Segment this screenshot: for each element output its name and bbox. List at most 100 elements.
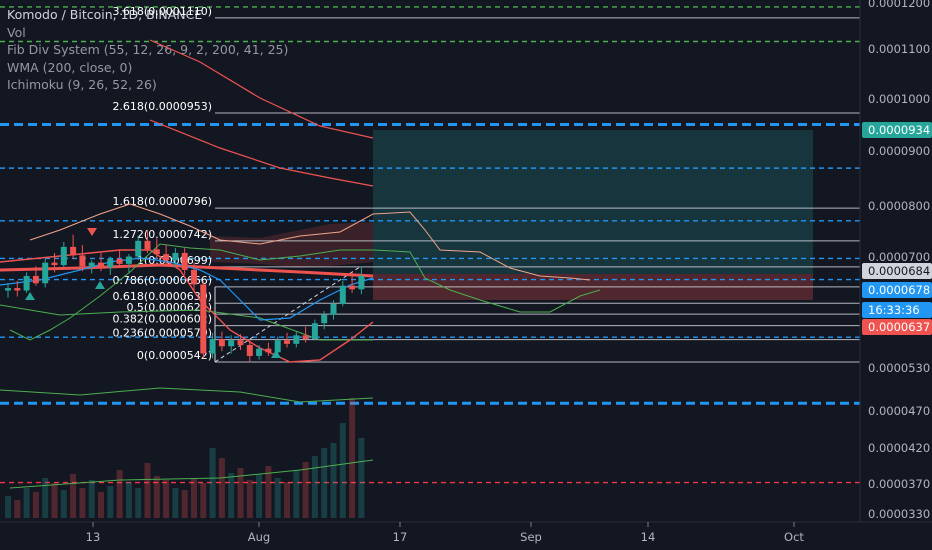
candle-body [358,275,365,290]
indicator-ichimoku[interactable]: Ichimoku (9, 26, 52, 26) [7,77,157,92]
upper-band-2 [149,119,374,187]
candle-body [116,259,123,264]
y-tick-label: 0.0000370 [868,477,930,491]
price-tag-label: 0.0000934 [868,123,930,137]
candle-body [23,275,30,291]
volume-bar [135,488,142,518]
fib-level-label: 0(0.0000542) [137,349,212,362]
indicator-wma[interactable]: WMA (200, close, 0) [7,59,133,75]
volume-bar [330,443,337,518]
volume-bar [98,492,104,518]
candle-body [98,262,104,268]
price-tag [862,302,932,318]
volume-bar [321,448,328,518]
volume-bar [144,463,151,518]
volume-bar [32,492,39,518]
candle-body [237,340,244,346]
volume-bar [209,448,216,518]
volume-bar [237,468,244,518]
x-tick-label: Aug [248,530,270,544]
candle-body [181,252,188,270]
y-tick-label: 0.0000330 [868,507,930,521]
buy-signal-icon [95,281,105,289]
candle-body [32,275,39,284]
volume-bar [228,473,235,518]
indicator-fib-div-system[interactable]: Fib Div System (55, 12, 26, 9, 2, 200, 4… [7,42,289,57]
candle-body [14,288,21,291]
volume-bar [349,398,356,518]
price-tag-label: 0.0000684 [868,264,930,278]
fib-level-label: 0.382(0.0000602) [112,313,212,326]
candle-body [163,254,170,261]
fib-level-label: 1(0.0000699) [137,254,212,267]
candle-body [218,338,225,347]
target-zone [373,130,813,274]
y-tick-label: 0.0000900 [868,144,930,158]
volume-bar [88,480,95,518]
candle-body [274,340,281,353]
long-ma-line [0,387,374,403]
candle-body [209,338,216,354]
y-tick-label: 0.0000800 [868,199,930,213]
volume-bar [218,458,225,518]
volume-bar [51,483,58,518]
volume-bar [116,470,123,518]
volume-bar [172,488,179,518]
volume-bar [5,496,11,518]
candle-body [265,348,272,353]
indicator-vol[interactable]: Vol [7,24,26,40]
basis-line [0,257,374,321]
candle-body [172,252,179,261]
buy-signal-icon [271,350,281,358]
candle-body [153,249,160,255]
volume-bar [339,423,346,518]
y-tick-label: 0.0001000 [868,92,930,106]
candle-body [191,269,197,285]
volume-bar [163,480,170,518]
y-tick-label: 0.0000700 [868,250,930,264]
volume-bar [246,480,253,518]
price-tag [862,263,932,279]
price-tag-label: 0.0000678 [868,283,930,297]
fib-level-label: 3.618(0.0001110) [112,5,212,18]
symbol-title[interactable]: Komodo / Bitcoin, 1D, BINANCE [7,7,203,22]
ichimoku-cloud [210,222,373,268]
fib-level-label: 2.618(0.0000953) [112,100,212,113]
volume-bar [256,474,263,518]
volume-bar [200,483,207,518]
x-tick-label: 14 [641,530,656,544]
volume-bar [125,482,132,518]
candle-body [311,323,318,339]
candle-body [293,335,300,344]
upper-band-1 [149,39,374,139]
candle-body [125,256,132,264]
x-tick-label: Sep [520,530,542,544]
candle-body [284,340,290,344]
ichimoku-span-b [9,243,601,341]
fib-level-label: 0.786(0.0000666) [112,274,212,287]
candle-body [349,285,356,290]
volume-bar [284,482,290,518]
fib-level-label: 1.272(0.0000742) [112,228,212,241]
volume-bar [79,488,86,518]
volume-bar [42,478,49,518]
candle-body [70,246,77,256]
volume-bar [293,470,300,518]
candle-body [321,314,328,324]
candle-body [79,255,86,267]
y-tick-label: 0.0001100 [868,42,930,56]
y-tick-label: 0.0001200 [868,0,930,10]
candle-body [228,340,235,347]
candle-body [339,285,346,304]
x-tick-label: 17 [393,530,408,544]
y-tick-label: 0.0000530 [868,361,930,375]
volume-ma-line [9,459,374,489]
candle-body [256,348,263,356]
volume-bar [70,474,77,518]
volume-bar [107,486,114,518]
candle-body [135,240,142,257]
lower-red-band [0,249,374,363]
candle-body [51,262,58,266]
sell-signal-icon [87,228,97,236]
